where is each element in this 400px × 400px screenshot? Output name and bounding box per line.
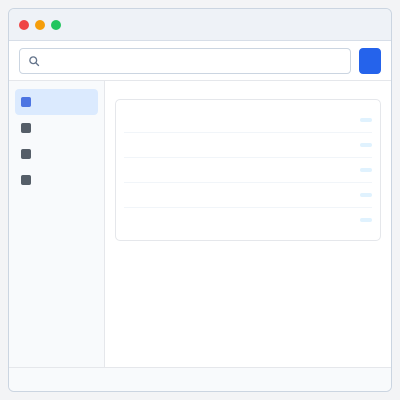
data-list bbox=[115, 99, 381, 241]
list-item[interactable] bbox=[124, 133, 372, 158]
nav-icon bbox=[21, 175, 31, 185]
status-bar bbox=[9, 367, 391, 391]
primary-action-button[interactable] bbox=[359, 47, 381, 74]
title-bar bbox=[9, 9, 391, 41]
content-panel bbox=[105, 81, 391, 367]
sidebar-item[interactable] bbox=[15, 141, 98, 167]
list-item[interactable] bbox=[124, 108, 372, 133]
status-badge bbox=[360, 118, 372, 122]
search-box[interactable] bbox=[19, 47, 351, 74]
maximize-window-button[interactable] bbox=[51, 19, 61, 30]
main-layout bbox=[9, 81, 391, 367]
status-badge bbox=[360, 218, 372, 222]
application-window bbox=[8, 8, 392, 392]
list-item[interactable] bbox=[124, 183, 372, 208]
status-badge bbox=[360, 193, 372, 197]
close-window-button[interactable] bbox=[19, 19, 29, 30]
status-badge bbox=[360, 168, 372, 172]
sidebar-item[interactable] bbox=[15, 115, 98, 141]
list-item[interactable] bbox=[124, 158, 372, 183]
nav-icon bbox=[21, 149, 31, 159]
nav-icon bbox=[21, 123, 31, 133]
search-icon bbox=[29, 55, 40, 66]
toolbar bbox=[9, 41, 391, 81]
sidebar bbox=[9, 81, 105, 367]
list-item[interactable] bbox=[124, 208, 372, 232]
minimize-window-button[interactable] bbox=[35, 19, 45, 30]
status-badge bbox=[360, 143, 372, 147]
sidebar-item[interactable] bbox=[15, 89, 98, 115]
window-controls bbox=[19, 19, 61, 30]
nav-icon bbox=[21, 97, 31, 107]
sidebar-item[interactable] bbox=[15, 167, 98, 193]
search-input[interactable] bbox=[46, 53, 342, 68]
